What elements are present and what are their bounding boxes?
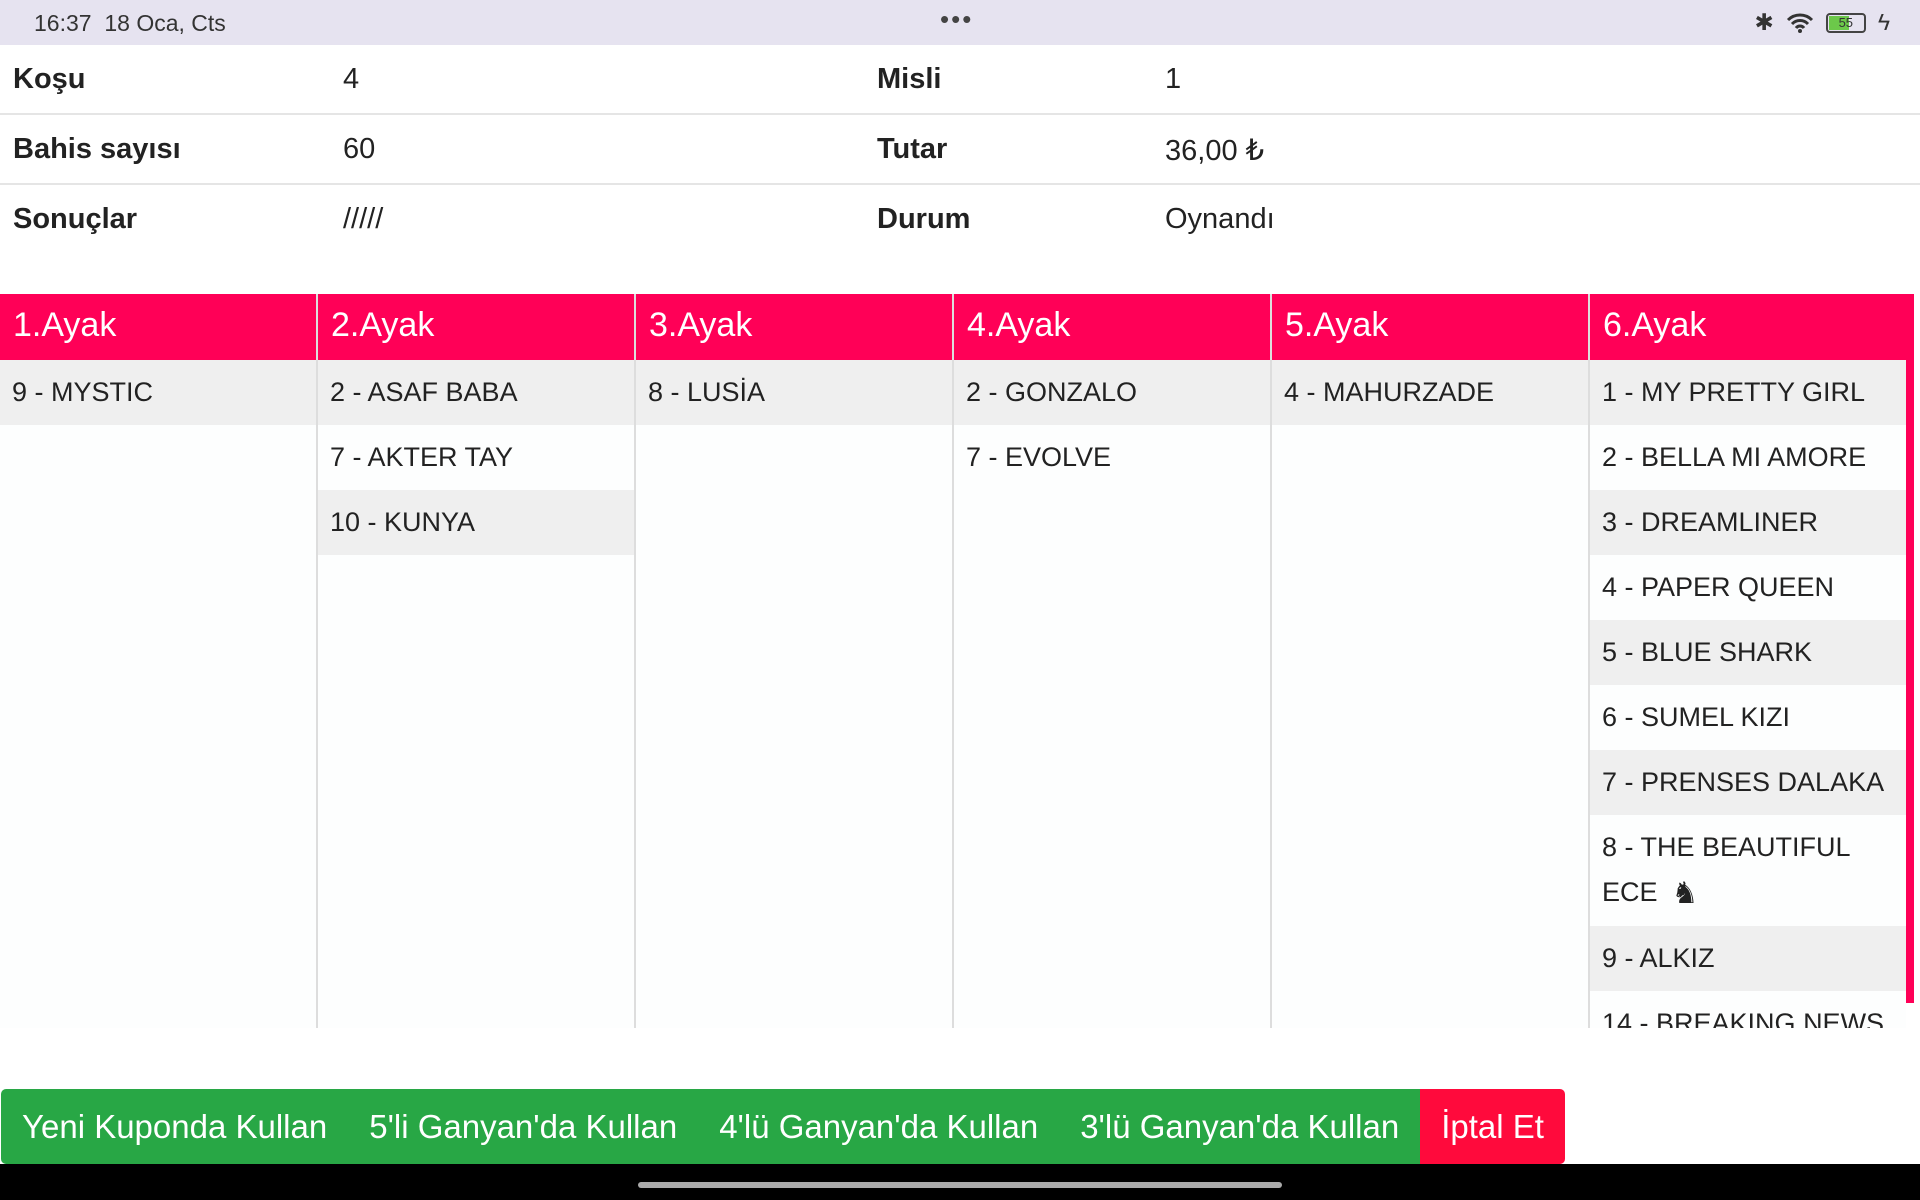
- info-value: 60: [343, 133, 376, 165]
- horse-item[interactable]: 4 - PAPER QUEEN: [1602, 572, 1835, 602]
- coupon-info: Koşu 4 Misli 1 Bahis sayısı 60 Tutar 36,0…: [0, 45, 1920, 255]
- info-value: Oynandı: [1165, 203, 1275, 235]
- leg-header: 6.Ayak: [1590, 294, 1906, 360]
- horse-item[interactable]: 6 - SUMEL KIZI: [1602, 702, 1791, 732]
- horse-item[interactable]: 7 - AKTER TAY: [330, 442, 514, 472]
- navigation-bar: [0, 1164, 1920, 1200]
- horse-item[interactable]: 9 - ALKIZ: [1590, 926, 1906, 992]
- action-bar: Yeni Kuponda Kullan 5'li Ganyan'da Kulla…: [1, 1089, 1565, 1164]
- info-value: 36,00 ₺: [1165, 135, 1265, 167]
- leg-header: 4.Ayak: [954, 294, 1270, 360]
- horse-item[interactable]: 2 - ASAF BABA: [318, 360, 634, 425]
- leg-column: 4.Ayak 2 - GONZALO 7 - EVOLVE: [954, 294, 1270, 1028]
- horse-item[interactable]: 1 - MY PRETTY GIRL: [1590, 360, 1906, 425]
- horse-icon: ♞: [1671, 877, 1699, 911]
- horse-item[interactable]: 14 - BREAKING NEWS: [1602, 1008, 1885, 1028]
- info-row: Sonuçlar ///// Durum Oynandı: [0, 185, 1920, 255]
- leg-column: 6.Ayak 1 - MY PRETTY GIRL 2 - BELLA MI AMO…: [1590, 294, 1906, 1028]
- leg-column: 5.Ayak 4 - MAHURZADE: [1272, 294, 1588, 1028]
- cancel-button[interactable]: İptal Et: [1420, 1089, 1565, 1164]
- use-in-5li-ganyan-button[interactable]: 5'li Ganyan'da Kullan: [348, 1089, 699, 1164]
- info-value: 4: [343, 63, 360, 95]
- leg-header: 2.Ayak: [318, 294, 634, 360]
- leg-header: 3.Ayak: [636, 294, 952, 360]
- horse-item[interactable]: 4 - MAHURZADE: [1272, 360, 1588, 425]
- home-handle[interactable]: [638, 1182, 1282, 1188]
- legs-grid: 1.Ayak 9 - MYSTIC 2.Ayak 2 - ASAF BABA 7 - A…: [0, 294, 1906, 1028]
- status-bar: 16:37 18 Oca, Cts ••• ✱ 55 ϟ: [0, 0, 1920, 45]
- use-in-4lu-ganyan-button[interactable]: 4'lü Ganyan'da Kullan: [698, 1089, 1060, 1164]
- horse-item[interactable]: 8 - THE BEAUTIFUL ECE ♞: [1590, 815, 1906, 926]
- horse-item[interactable]: 2 - GONZALO: [954, 360, 1270, 425]
- horse-item[interactable]: 7 - EVOLVE: [966, 442, 1112, 472]
- use-in-new-coupon-button[interactable]: Yeni Kuponda Kullan: [1, 1089, 349, 1164]
- charging-icon: ϟ: [1877, 9, 1890, 35]
- info-label: Sonuçlar: [13, 203, 138, 235]
- info-label: Tutar: [877, 133, 948, 165]
- scrollbar[interactable]: [1906, 294, 1914, 1003]
- horse-item[interactable]: 5 - BLUE SHARK: [1590, 620, 1906, 685]
- info-row: Bahis sayısı 60 Tutar 36,00 ₺: [0, 115, 1920, 185]
- use-in-3lu-ganyan-button[interactable]: 3'lü Ganyan'da Kullan: [1059, 1089, 1421, 1164]
- wifi-icon: [1786, 13, 1813, 33]
- info-label: Misli: [877, 63, 942, 95]
- bluetooth-icon: ✱: [1754, 9, 1774, 35]
- leg-column: 3.Ayak 8 - LUSİA: [636, 294, 952, 1028]
- horse-item[interactable]: 10 - KUNYA: [318, 490, 634, 555]
- info-label: Durum: [877, 203, 971, 235]
- horse-item[interactable]: 9 - MYSTIC: [0, 360, 316, 425]
- more-icon[interactable]: •••: [940, 4, 974, 34]
- info-row: Koşu 4 Misli 1: [0, 45, 1920, 115]
- battery-icon: 55: [1825, 12, 1866, 33]
- leg-header: 1.Ayak: [0, 294, 316, 360]
- info-label: Bahis sayısı: [13, 133, 181, 165]
- horse-item[interactable]: 8 - LUSİA: [636, 360, 952, 425]
- info-label: Koşu: [13, 63, 86, 95]
- leg-column: 2.Ayak 2 - ASAF BABA 7 - AKTER TAY 10 - KUN…: [318, 294, 634, 1028]
- status-time: 16:37 18 Oca, Cts: [34, 10, 226, 36]
- horse-item[interactable]: 3 - DREAMLINER: [1590, 490, 1906, 555]
- info-value: 1: [1165, 63, 1182, 95]
- leg-column: 1.Ayak 9 - MYSTIC: [0, 294, 316, 1028]
- leg-header: 5.Ayak: [1272, 294, 1588, 360]
- horse-item[interactable]: 2 - BELLA MI AMORE: [1602, 442, 1867, 472]
- info-value: /////: [343, 203, 384, 235]
- horse-item[interactable]: 7 - PRENSES DALAKA: [1590, 750, 1906, 815]
